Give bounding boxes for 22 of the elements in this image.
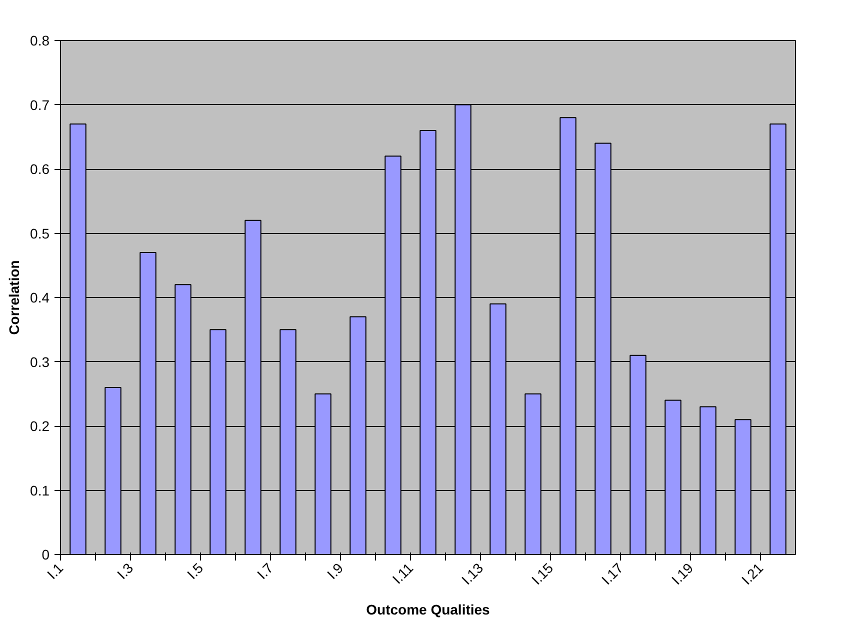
y-tick-label: 0.5 <box>30 225 50 242</box>
x-tick-label: I.13 <box>458 560 486 588</box>
y-tick-label: 0.8 <box>30 32 50 48</box>
x-tick-label: I.15 <box>528 560 556 588</box>
y-tick-label: 0.7 <box>30 96 50 113</box>
x-tick-label: I.19 <box>668 560 696 588</box>
y-tick-label: 0.3 <box>30 354 50 370</box>
y-tick-label: 0.1 <box>30 482 50 498</box>
x-tick-label: I.17 <box>598 560 626 588</box>
y-tick-label: 0.2 <box>30 418 50 434</box>
y-axis-title: Correlation <box>6 260 22 335</box>
y-tick-label: 0.6 <box>30 161 50 177</box>
x-tick-label: I.3 <box>114 560 136 582</box>
y-tick-label: 0 <box>42 546 50 562</box>
x-tick-label: I.7 <box>254 560 276 582</box>
x-tick-label: I.5 <box>184 560 206 582</box>
x-tick-label: I.9 <box>324 560 346 582</box>
x-axis-title: Outcome Qualities <box>366 601 490 618</box>
x-tick-label: I.1 <box>44 560 66 582</box>
x-tick-label: I.11 <box>389 560 416 587</box>
y-tick-label: 0.4 <box>30 290 50 306</box>
x-tick-label: I.21 <box>738 560 766 588</box>
